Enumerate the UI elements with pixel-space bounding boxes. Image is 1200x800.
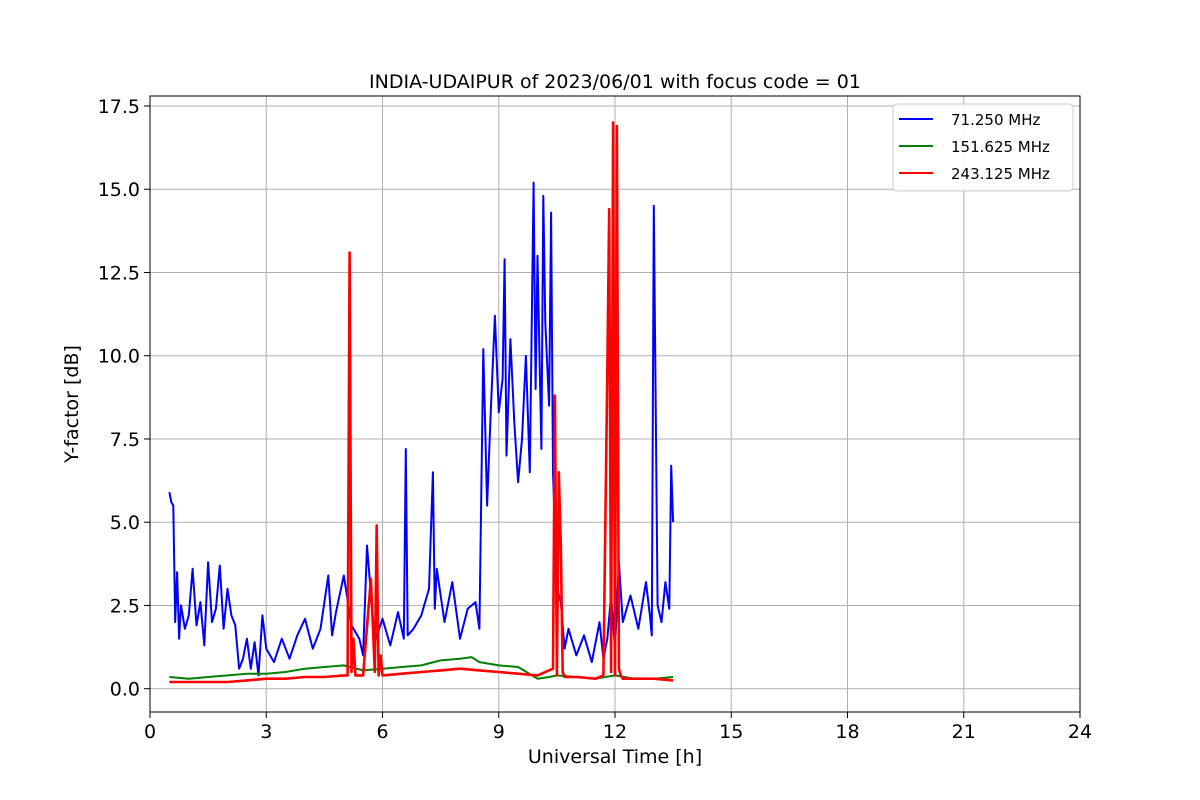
y-tick-label: 2.5	[110, 595, 140, 617]
y-tick-label: 7.5	[110, 429, 140, 451]
series-line	[169, 121, 674, 684]
chart-title: INDIA-UDAIPUR of 2023/06/01 with focus c…	[369, 71, 861, 93]
y-axis-label: Y-factor [dB]	[61, 345, 83, 464]
x-tick-label: 9	[493, 721, 505, 743]
x-tick-label: 18	[835, 721, 859, 743]
legend-label: 243.125 MHz	[951, 165, 1050, 183]
y-tick-label: 17.5	[98, 96, 140, 118]
y-tick-label: 12.5	[98, 262, 140, 284]
legend-box	[892, 103, 1074, 192]
y-tick-label: 15.0	[98, 179, 140, 201]
series-layer	[168, 121, 675, 684]
y-tick-label: 0.0	[110, 679, 140, 701]
y-tick-label: 5.0	[110, 512, 140, 534]
x-tick-label: 21	[952, 721, 976, 743]
legend-label: 71.250 MHz	[951, 111, 1040, 129]
x-tick-label: 15	[719, 721, 743, 743]
legend: 71.250 MHz 151.625 MHz 243.125 MHz	[892, 103, 1074, 192]
x-tick-label: 0	[144, 721, 156, 743]
x-tick-label: 3	[260, 721, 272, 743]
x-tick-label: 12	[603, 721, 627, 743]
x-axis-label: Universal Time [h]	[528, 746, 702, 768]
x-tick-label: 6	[376, 721, 388, 743]
y-tick-label: 10.0	[98, 346, 140, 368]
ticks: 0 3 6 9 12 15 18 21 24 0.0 2.5 5.0 7.5 10.0 12.5 15.0 17…	[98, 96, 1092, 743]
series-line	[168, 181, 675, 677]
x-tick-label: 24	[1068, 721, 1092, 743]
legend-label: 151.625 MHz	[951, 138, 1050, 156]
